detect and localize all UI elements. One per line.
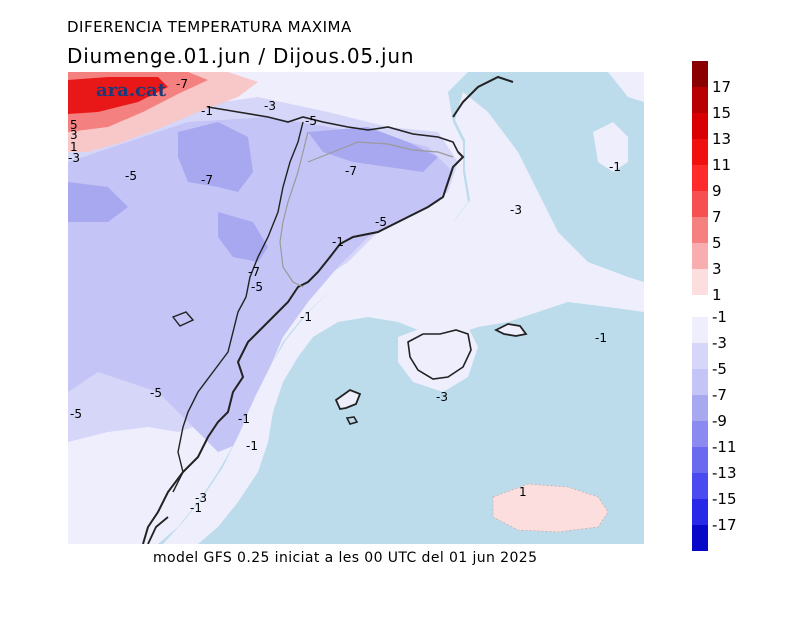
colorbar-swatch (692, 243, 708, 269)
colorbar-swatch (692, 165, 708, 191)
zone-minus-5 (68, 117, 453, 452)
contour-label: -1 (238, 412, 250, 426)
colorbar-label: -17 (712, 516, 737, 534)
sea-coastal-band (163, 92, 644, 544)
contour-label: -5 (375, 215, 387, 229)
contour-label: -7 (176, 77, 188, 91)
contour-label: -1 (300, 310, 312, 324)
colorbar-swatch (692, 87, 708, 113)
colorbar-label: 17 (712, 78, 731, 96)
sea-patch-ne (593, 122, 628, 172)
contour-label: -3 (195, 491, 207, 505)
colorbar-swatch (692, 139, 708, 165)
contour-label: -1 (190, 501, 202, 515)
colorbar-positive: 17 15 13 11 9 7 5 3 1 (692, 61, 731, 304)
contour-label: -3 (510, 203, 522, 217)
contour-label: 5 (70, 118, 78, 132)
zone-warm-deep (68, 77, 168, 114)
colorbar-swatch (692, 473, 708, 499)
colorbar-swatch (692, 525, 708, 551)
colorbar-label: -13 (712, 464, 737, 482)
island-mallorca (407, 329, 472, 380)
contour-label: -5 (70, 407, 82, 421)
colorbar-label: 5 (712, 234, 722, 252)
colorbar-swatch (692, 421, 708, 447)
zone-minus-7-a (178, 122, 253, 192)
contour-label: -7 (201, 173, 213, 187)
colorbar-swatch (692, 191, 708, 217)
border-provincial (279, 131, 454, 288)
contour-label: -5 (251, 280, 263, 294)
coastline-africa (147, 516, 169, 544)
colorbar-negative: -1 -3 -5 -7 -9 -11 -13 -15 -17 (692, 308, 737, 551)
colorbar-label: 15 (712, 104, 731, 122)
contour-label: -1 (246, 439, 258, 453)
border-pyrenees (207, 106, 459, 153)
contour-label: 3 (70, 128, 78, 142)
sea-patch-top (608, 72, 644, 102)
contour-label: -3 (436, 390, 448, 404)
colorbar-label: -15 (712, 490, 737, 508)
contour-label: -5 (305, 114, 317, 128)
contour-label: -3 (68, 151, 80, 165)
map-title: DIFERENCIA TEMPERATURA MAXIMA (67, 18, 352, 36)
island-formentera (345, 416, 359, 425)
zone-plus-1 (492, 483, 609, 533)
model-footer: model GFS 0.25 iniciat a les 00 UTC del … (153, 550, 538, 566)
colorbar-swatch (692, 113, 708, 139)
colorbar-label: -5 (712, 360, 727, 378)
colorbar-swatch (692, 395, 708, 421)
contour-label: -3 (264, 99, 276, 113)
colorbar-label: -11 (712, 438, 737, 456)
contour-label: -1 (332, 235, 344, 249)
border-aragon (172, 121, 304, 493)
colorbar-swatch (692, 369, 708, 395)
island-menorca (493, 323, 528, 337)
contour-label: -5 (125, 169, 137, 183)
colorbar-swatch (692, 343, 708, 369)
contour-label: -7 (248, 265, 260, 279)
colorbar-label: -1 (712, 308, 727, 326)
zone-minus-7-b (218, 212, 268, 262)
colorbar-label: 7 (712, 208, 722, 226)
colorbar-label: -9 (712, 412, 727, 430)
contour-label: -5 (150, 386, 162, 400)
island-ibiza (334, 388, 362, 411)
colorbar-label: -7 (712, 386, 727, 404)
contour-label: 1 (519, 485, 527, 499)
colorbar-swatch (692, 269, 708, 295)
zone-minus-7-c (308, 127, 438, 172)
colorbar-label: 13 (712, 130, 731, 148)
colorbar-label: -3 (712, 334, 727, 352)
contour-label: 1 (70, 140, 78, 154)
sea-patch-mallorca (398, 322, 478, 392)
inland-feature (171, 311, 195, 327)
colorbar-legend: 17 15 13 11 9 7 5 3 1 -1 -3 -5 -7 -9 -11 -13 -15 -17 (692, 61, 737, 551)
zone-minus-7-d (68, 182, 128, 222)
colorbar-label: 11 (712, 156, 731, 174)
map-subtitle: Diumenge.01.jun / Dijous.05.jun (67, 44, 415, 68)
coastline (142, 75, 514, 544)
colorbar-swatch (692, 61, 708, 87)
colorbar-label: 9 (712, 182, 722, 200)
logo-aracat: ara.cat (96, 80, 167, 101)
contour-label: -1 (609, 160, 621, 174)
colorbar-swatch (692, 499, 708, 525)
colorbar-label: 1 (712, 286, 722, 304)
zone-minus-1-sw (68, 447, 208, 544)
contour-label: -1 (201, 104, 213, 118)
contour-label: -7 (345, 164, 357, 178)
colorbar-swatch (692, 217, 708, 243)
colorbar-swatch (692, 447, 708, 473)
colorbar-swatch (692, 317, 708, 343)
contour-label: -1 (595, 331, 607, 345)
colorbar-label: 3 (712, 260, 722, 278)
